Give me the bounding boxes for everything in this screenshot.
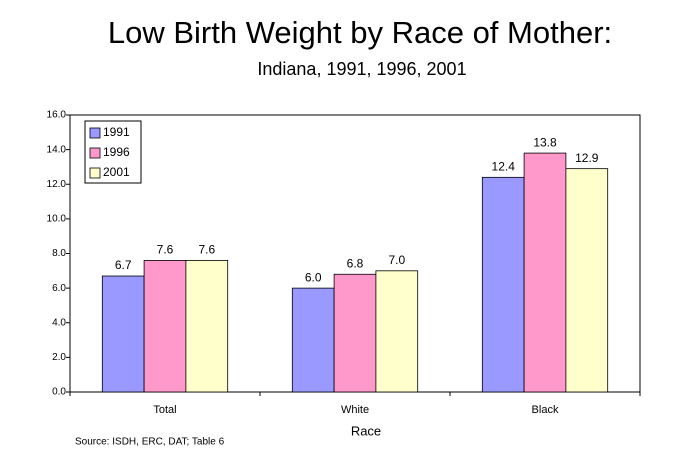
y-tick-label: 16.0 — [47, 110, 67, 121]
chart-title: Low Birth Weight by Race of Mother: — [108, 15, 612, 50]
bar — [101, 275, 145, 393]
x-tick-label: Black — [532, 404, 559, 416]
bar — [185, 260, 229, 393]
legend-label: 2001 — [103, 165, 130, 179]
bar — [565, 168, 609, 393]
bar — [523, 152, 567, 393]
bar — [333, 273, 377, 393]
x-tick-label: Total — [153, 404, 176, 416]
y-tick-label: 8.0 — [52, 248, 66, 259]
y-tick-label: 14.0 — [47, 144, 67, 155]
legend-label: 1991 — [103, 125, 130, 139]
legend-swatch — [89, 167, 101, 179]
value-label: 13.8 — [533, 135, 557, 149]
bar — [481, 176, 525, 393]
y-tick-label: 10.0 — [47, 214, 67, 225]
chart-subtitle: Indiana, 1991, 1996, 2001 — [257, 59, 466, 79]
value-label: 12.4 — [492, 159, 516, 173]
legend-label: 1996 — [103, 145, 130, 159]
value-label: 6.7 — [115, 258, 132, 272]
value-label: 6.8 — [347, 256, 364, 270]
bar — [375, 270, 419, 393]
value-label: 7.6 — [157, 243, 174, 257]
x-tick-label: White — [341, 404, 369, 416]
bar — [143, 260, 187, 393]
x-axis-label: Race — [351, 423, 381, 438]
value-label: 7.6 — [198, 243, 215, 257]
legend-swatch — [89, 127, 101, 139]
y-tick-label: 2.0 — [52, 352, 66, 363]
value-label: 7.0 — [388, 253, 405, 267]
y-tick-label: 0.0 — [52, 387, 66, 398]
value-label: 6.0 — [305, 270, 322, 284]
value-label: 12.9 — [575, 151, 599, 165]
legend-swatch — [89, 147, 101, 159]
y-tick-label: 6.0 — [52, 283, 66, 294]
source-note: Source: ISDH, ERC, DAT; Table 6 — [75, 437, 225, 448]
y-tick-label: 4.0 — [52, 317, 66, 328]
bar — [291, 287, 335, 393]
y-tick-label: 12.0 — [47, 179, 67, 190]
